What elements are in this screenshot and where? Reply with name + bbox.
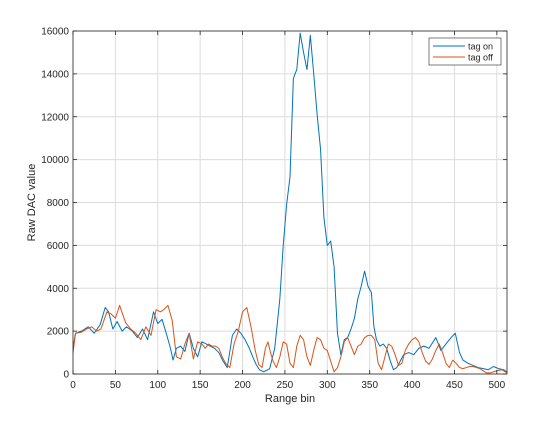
y-tick-label: 10000 [41,155,69,166]
y-tick-label: 2000 [47,327,70,338]
x-axis-label: Range bin [265,393,315,405]
grid-lines [72,30,507,375]
y-tick-label: 6000 [47,241,70,252]
x-tick-label: 350 [361,380,378,391]
axis-ticks: 0 50 100 150 200 250 300 350 400 450 500 0 2000 4000 6… [41,27,507,391]
x-tick-label: 100 [149,380,166,391]
x-tick-label: 300 [319,380,336,391]
x-tick-label: 250 [277,380,294,391]
y-tick-label: 4000 [47,284,70,295]
x-tick-label: 50 [110,380,122,391]
legend-label: tag off [468,53,493,63]
legend-box [428,37,502,66]
x-tick-label: 400 [404,380,421,391]
x-tick-label: 200 [234,380,251,391]
series-layer [72,32,508,374]
y-tick-label: 16000 [41,27,69,38]
x-tick-label: 450 [446,380,463,391]
y-tick-label: 8000 [47,198,70,209]
y-tick-label: 14000 [41,69,69,80]
y-axis-label: Raw DAC value [26,164,38,242]
series-line-tag-off [72,304,508,374]
x-tick-label: 500 [488,380,505,391]
series-line-tag-on [72,32,508,373]
x-tick-label: 0 [70,380,76,391]
x-tick-label: 150 [192,380,209,391]
y-tick-label: 0 [63,370,69,381]
legend-label: tag on [468,42,493,52]
y-tick-label: 12000 [41,112,69,123]
